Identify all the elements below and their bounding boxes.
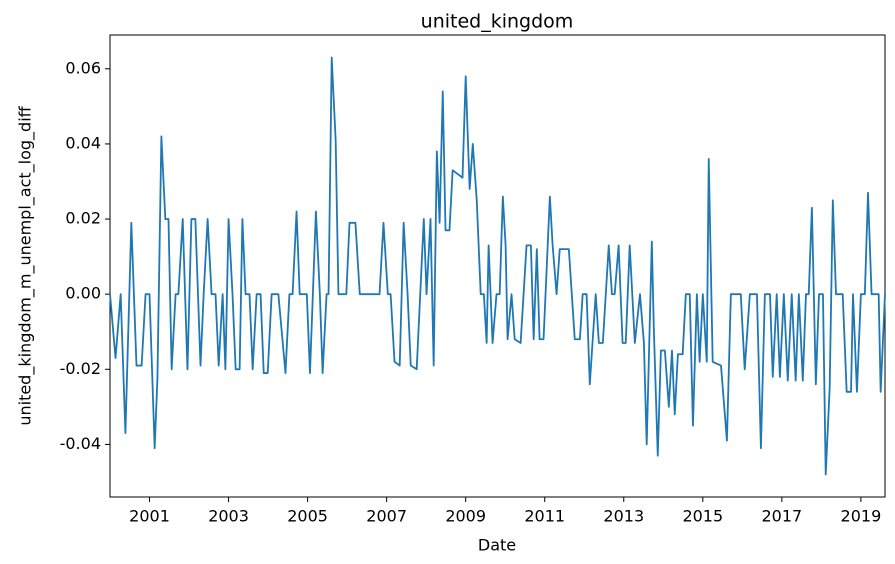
x-tick-label: 2019: [841, 507, 882, 526]
x-tick-label: 2013: [603, 507, 644, 526]
x-tick-label: 2009: [445, 507, 486, 526]
x-tick-label: 2011: [524, 507, 565, 526]
plot-frame: [109, 34, 886, 498]
data-line: [109, 56, 886, 476]
y-tick-label: -0.02: [60, 359, 101, 378]
x-tick-label: 2007: [366, 507, 407, 526]
y-tick-label: 0.02: [65, 209, 101, 228]
x-tick-label: 2015: [682, 507, 723, 526]
x-tick-label: 2017: [761, 507, 802, 526]
y-tick-label: -0.04: [60, 434, 101, 453]
x-tick-label: 2005: [287, 507, 328, 526]
y-tick-label: 0.06: [65, 58, 101, 77]
y-tick-label: 0.04: [65, 133, 101, 152]
chart-title: united_kingdom: [421, 11, 574, 33]
x-tick-label: 2003: [208, 507, 249, 526]
y-axis-label: united_kingdom_m_unempl_act_log_diff: [16, 105, 36, 425]
y-tick-label: 0.00: [65, 284, 101, 303]
x-tick-label: 2001: [129, 507, 170, 526]
x-axis-label: Date: [478, 536, 516, 555]
